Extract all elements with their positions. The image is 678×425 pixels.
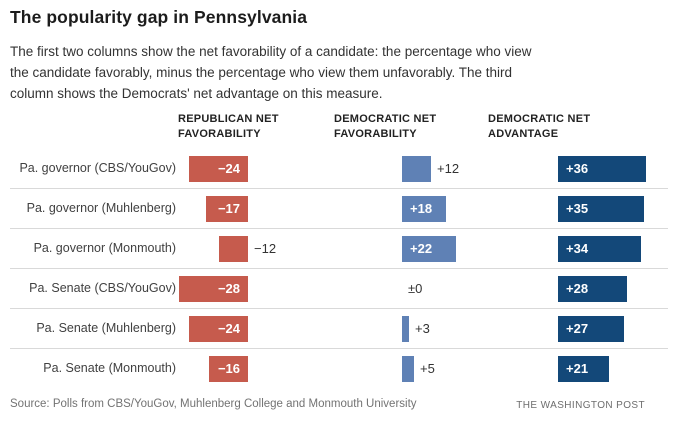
value-label: +21	[566, 361, 589, 376]
advantage-bar-cell: +28	[558, 276, 668, 302]
democratic-bar	[402, 356, 414, 382]
republican-bar-cell: −12	[158, 236, 276, 262]
value-label: −12	[254, 241, 277, 256]
header-line: REPUBLICAN NET	[178, 113, 279, 125]
democratic-bar-cell: +5	[402, 356, 522, 382]
advantage-bar: +34	[558, 236, 641, 262]
advantage-bar: +28	[558, 276, 627, 302]
row-label: Pa. Senate (CBS/YouGov)	[29, 281, 176, 295]
advantage-bar: +36	[558, 156, 646, 182]
row-label: Pa. Senate (Monmouth)	[43, 361, 176, 375]
table-row: Pa. Senate (Monmouth) −16 +5 +21	[10, 349, 668, 389]
republican-bar-cell: −17	[158, 196, 248, 222]
value-label: +36	[566, 161, 589, 176]
column-header-democratic-net-advantage: DEMOCRATIC NET ADVANTAGE	[488, 112, 590, 141]
republican-bar: −16	[209, 356, 248, 382]
democratic-bar-cell: ±0	[402, 276, 522, 302]
republican-bar-cell: −24	[158, 156, 248, 182]
democratic-bar-cell: +3	[402, 316, 522, 342]
value-label: ±0	[408, 281, 423, 296]
header-line: FAVORABILITY	[334, 127, 417, 140]
row-label: Pa. governor (Monmouth)	[33, 241, 176, 255]
republican-bar-cell: −28	[158, 276, 248, 302]
republican-bar: −17	[206, 196, 248, 222]
democratic-bar-cell: +12	[402, 156, 522, 182]
chart-subtitle: The first two columns show the net favor…	[10, 41, 532, 104]
republican-bar: −28	[179, 276, 248, 302]
republican-bar	[219, 236, 248, 262]
democratic-bar	[402, 316, 409, 342]
header-line: DEMOCRATIC NET	[488, 113, 591, 125]
subtitle-line: The first two columns show the net favor…	[10, 44, 532, 59]
table-row: Pa. governor (CBS/YouGov) −24 +12 +36	[10, 149, 668, 189]
subtitle-line: column shows the Democrats' net advantag…	[10, 86, 383, 101]
subtitle-line: the candidate favorably, minus the perce…	[10, 65, 513, 80]
header-line: ADVANTAGE	[488, 127, 559, 140]
advantage-bar-cell: +21	[558, 356, 668, 382]
header-line: DEMOCRATIC NET	[334, 113, 437, 125]
democratic-bar: +22	[402, 236, 456, 262]
chart-title: The popularity gap in Pennsylvania	[10, 7, 308, 27]
democratic-bar: +18	[402, 196, 446, 222]
value-label: +35	[566, 201, 589, 216]
column-header-democratic-net-favorability: DEMOCRATIC NET FAVORABILITY	[334, 112, 436, 141]
value-label: −16	[217, 361, 240, 376]
value-label: +27	[566, 321, 589, 336]
header-line: FAVORABILITY	[178, 127, 261, 140]
republican-bar: −24	[189, 156, 248, 182]
advantage-bar-cell: +27	[558, 316, 668, 342]
value-label: +12	[437, 161, 460, 176]
advantage-bar-cell: +36	[558, 156, 668, 182]
row-label: Pa. governor (Muhlenberg)	[26, 201, 176, 215]
advantage-bar-cell: +35	[558, 196, 668, 222]
value-label: +34	[566, 241, 589, 256]
table-row: Pa. Senate (CBS/YouGov) −28 ±0 +28	[10, 269, 668, 309]
value-label: −28	[217, 281, 240, 296]
value-label: +3	[415, 321, 430, 336]
table-row: Pa. governor (Monmouth) −12 +22 +34	[10, 229, 668, 269]
advantage-bar: +21	[558, 356, 609, 382]
republican-bar-cell: −24	[158, 316, 248, 342]
advantage-bar: +27	[558, 316, 624, 342]
row-label: Pa. Senate (Muhlenberg)	[36, 321, 176, 335]
value-label: +22	[410, 241, 433, 256]
value-label: −17	[217, 201, 240, 216]
row-label: Pa. governor (CBS/YouGov)	[19, 161, 176, 175]
advantage-bar: +35	[558, 196, 644, 222]
advantage-bar-cell: +34	[558, 236, 668, 262]
value-label: +5	[420, 361, 435, 376]
value-label: +18	[410, 201, 433, 216]
source-note: Source: Polls from CBS/YouGov, Muhlenber…	[10, 398, 417, 410]
chart-rows: Pa. governor (CBS/YouGov) −24 +12 +36 Pa…	[10, 149, 668, 389]
democratic-bar	[402, 156, 431, 182]
republican-bar-cell: −16	[158, 356, 248, 382]
table-row: Pa. governor (Muhlenberg) −17 +18 +35	[10, 189, 668, 229]
democratic-bar-cell: +22	[402, 236, 522, 262]
value-label: −24	[217, 161, 240, 176]
table-row: Pa. Senate (Muhlenberg) −24 +3 +27	[10, 309, 668, 349]
value-label: +28	[566, 281, 589, 296]
column-header-republican-net-favorability: REPUBLICAN NET FAVORABILITY	[178, 112, 279, 141]
publisher-credit: THE WASHINGTON POST	[516, 400, 645, 411]
value-label: −24	[217, 321, 240, 336]
republican-bar: −24	[189, 316, 248, 342]
democratic-bar-cell: +18	[402, 196, 522, 222]
